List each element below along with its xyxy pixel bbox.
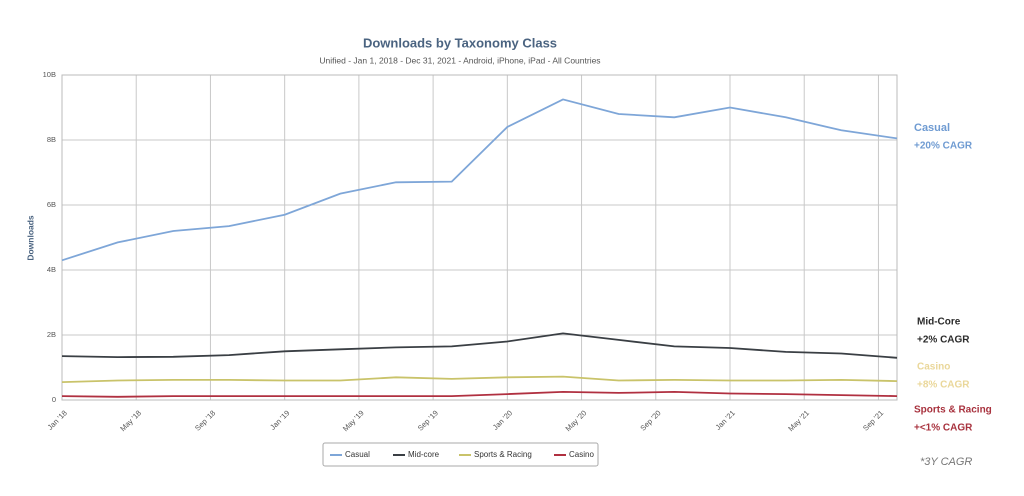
x-tick-label: Jan '18 [46, 408, 69, 431]
legend: Casual Mid-core Sports & Racing Casino [322, 442, 599, 467]
x-tick-label: May '20 [564, 408, 589, 433]
plot-border [61, 74, 898, 401]
x-tick-label: Sep '19 [416, 408, 440, 432]
legend-label: Mid-core [408, 450, 440, 459]
y-tick-label: 2B [47, 330, 56, 339]
legend-label: Casual [345, 450, 370, 459]
annotation: +<1% CAGR [914, 423, 973, 434]
x-tick-label: May '19 [341, 408, 366, 433]
x-tick-label: Jan '19 [268, 408, 291, 431]
annotation: +8% CAGR [917, 380, 970, 391]
annotation: Mid-Core [917, 317, 961, 328]
series-line [61, 390, 898, 398]
x-tick-label: Sep '18 [193, 408, 217, 432]
annotation: +20% CAGR [914, 141, 973, 152]
y-tick-label: 10B [43, 70, 56, 79]
legend-label: Sports & Racing [474, 450, 532, 459]
x-tick-label: May '21 [786, 408, 811, 433]
annotation: *3Y CAGR [920, 456, 972, 468]
x-tick-label: Sep '21 [861, 408, 885, 432]
chart-subtitle: Unified - Jan 1, 2018 - Dec 31, 2021 - A… [319, 55, 600, 65]
series-line [61, 332, 898, 359]
y-axis-label: Downloads [25, 215, 35, 261]
annotation: +2% CAGR [917, 335, 970, 346]
annotation: Casino [917, 362, 950, 373]
x-tick-label: Jan '21 [714, 408, 737, 431]
annotation: Sports & Racing [914, 405, 992, 416]
series-line [61, 98, 898, 262]
x-tick-label: May '18 [118, 408, 143, 433]
annotation: Casual [914, 122, 950, 134]
x-tick-label: Sep '20 [638, 408, 662, 432]
chart-title: Downloads by Taxonomy Class [363, 35, 557, 50]
x-tick-label: Jan '20 [491, 408, 514, 431]
y-tick-label: 4B [47, 265, 56, 274]
legend-label: Casino [569, 450, 594, 459]
y-tick-label: 0 [52, 395, 56, 404]
series-line [61, 375, 898, 383]
y-tick-label: 8B [47, 135, 56, 144]
y-tick-label: 6B [47, 200, 56, 209]
